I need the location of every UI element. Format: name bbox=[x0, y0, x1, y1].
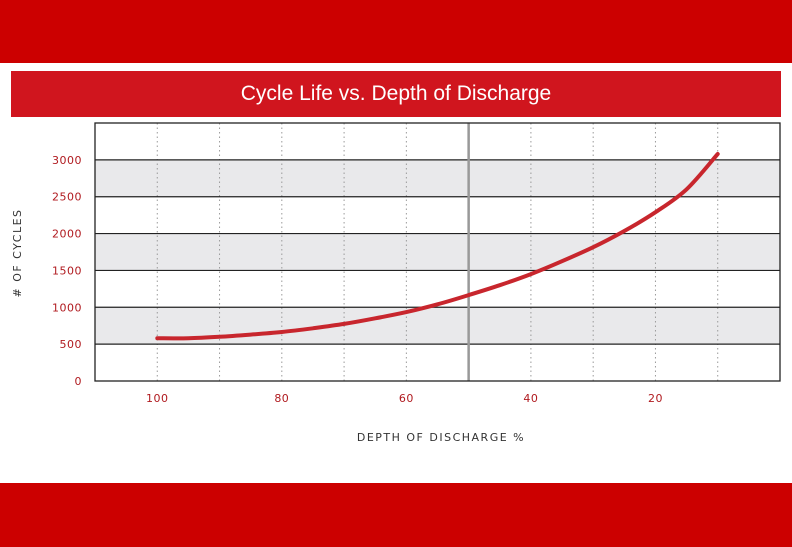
grid-band bbox=[95, 196, 780, 234]
x-tick-label: 60 bbox=[399, 392, 414, 405]
plot-frame bbox=[94, 122, 781, 382]
y-tick-label: 1000 bbox=[52, 301, 82, 314]
bottom-banner bbox=[0, 483, 792, 547]
y-tick-label: 500 bbox=[60, 338, 83, 351]
x-tick-label: 80 bbox=[274, 392, 289, 405]
y-axis-title: # OF CYCLES bbox=[11, 208, 24, 297]
x-tick-label: 100 bbox=[146, 392, 169, 405]
y-tick-label: 2000 bbox=[52, 228, 82, 241]
grid-band bbox=[95, 159, 780, 197]
y-tick-label: 3000 bbox=[52, 154, 82, 167]
grid-band bbox=[95, 344, 780, 381]
y-tick-label: 1500 bbox=[52, 264, 82, 277]
grid-band bbox=[95, 270, 780, 308]
y-tick-label: 0 bbox=[75, 375, 83, 388]
cycle-life-curve bbox=[155, 152, 720, 341]
y-tick-label: 2500 bbox=[52, 191, 82, 204]
grid-band bbox=[95, 123, 780, 160]
top-banner bbox=[0, 0, 792, 63]
x-tick-label: 40 bbox=[523, 392, 538, 405]
x-tick-label: 20 bbox=[648, 392, 663, 405]
chart-title: Cycle Life vs. Depth of Discharge bbox=[11, 71, 781, 117]
x-axis-title: DEPTH OF DISCHARGE % bbox=[357, 431, 525, 444]
grid-band bbox=[95, 233, 780, 271]
